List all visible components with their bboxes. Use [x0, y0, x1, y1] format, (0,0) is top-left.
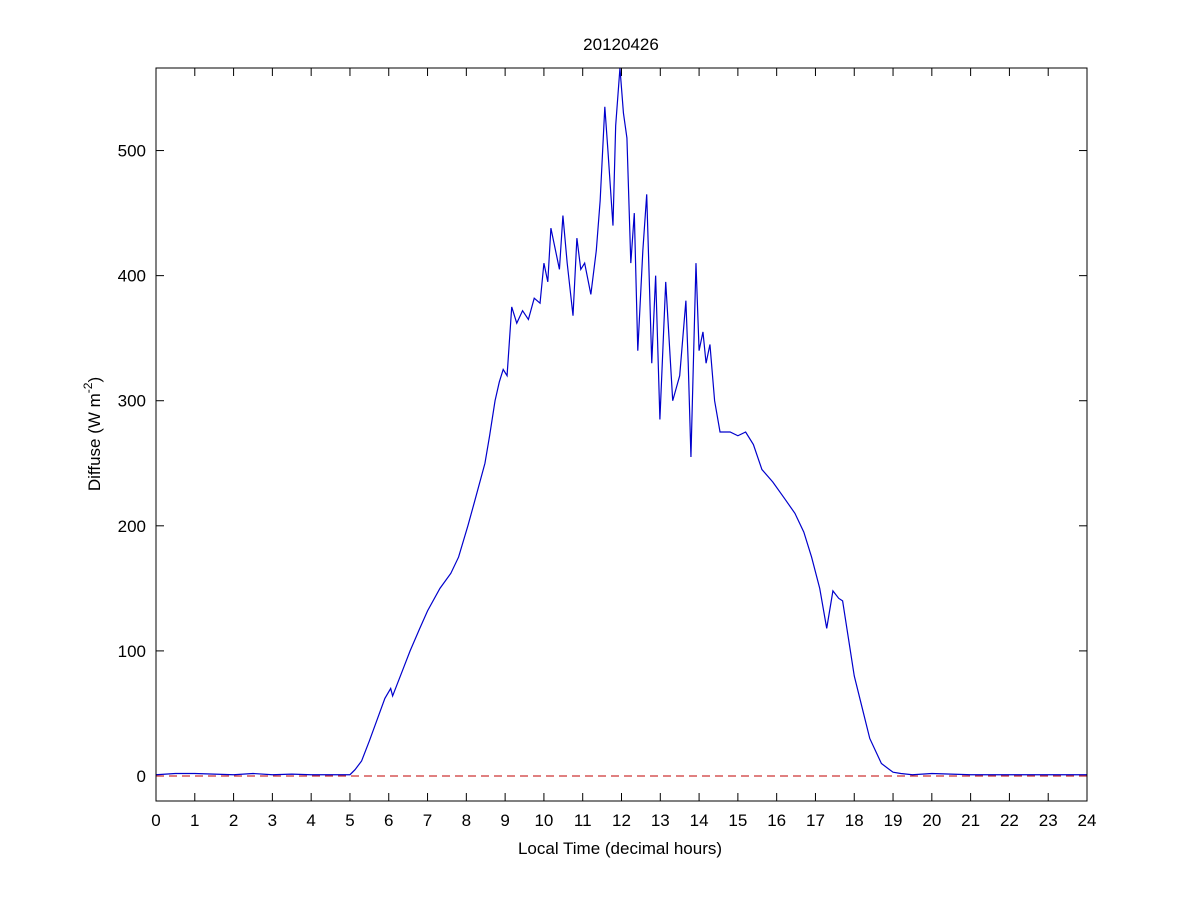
x-tick-label: 13	[651, 811, 670, 830]
x-tick-label: 1	[190, 811, 199, 830]
x-tick-label: 23	[1039, 811, 1058, 830]
x-tick-label: 22	[1000, 811, 1019, 830]
x-tick-label: 15	[728, 811, 747, 830]
x-tick-label: 11	[574, 811, 592, 830]
x-tick-label: 21	[961, 811, 980, 830]
x-tick-label: 8	[462, 811, 471, 830]
x-tick-label: 14	[690, 811, 709, 830]
x-tick-label: 0	[151, 811, 160, 830]
x-tick-label: 5	[345, 811, 354, 830]
x-tick-label: 24	[1078, 811, 1097, 830]
chart-title: 20120426	[583, 35, 659, 54]
y-tick-label: 0	[137, 767, 146, 786]
x-tick-label: 18	[845, 811, 864, 830]
plot-frame	[155, 67, 1088, 802]
y-tick-label: 100	[118, 642, 146, 661]
x-tick-label: 4	[306, 811, 315, 830]
x-tick-label: 10	[534, 811, 553, 830]
x-tick-label: 20	[922, 811, 941, 830]
y-label-sup: -2	[81, 382, 95, 393]
x-axis-label: Local Time (decimal hours)	[518, 839, 722, 858]
x-tick-label: 7	[423, 811, 432, 830]
y-tick-label: 400	[118, 267, 146, 286]
x-tick-label: 17	[806, 811, 825, 830]
x-tick-label: 3	[268, 811, 277, 830]
y-tick-label: 500	[118, 142, 146, 161]
y-label-text: Diffuse (W m	[85, 393, 104, 491]
x-tick-label: 19	[884, 811, 903, 830]
x-tick-label: 9	[500, 811, 509, 830]
y-axis-label: Diffuse (W m-2)	[81, 377, 104, 491]
y-tick-label: 200	[118, 517, 146, 536]
y-tick-label: 300	[118, 392, 146, 411]
y-label-tail: )	[85, 377, 104, 383]
x-tick-label: 2	[229, 811, 238, 830]
x-tick-label: 16	[767, 811, 786, 830]
x-tick-label: 12	[612, 811, 631, 830]
data-line	[155, 67, 1087, 776]
x-tick-label: 6	[384, 811, 393, 830]
